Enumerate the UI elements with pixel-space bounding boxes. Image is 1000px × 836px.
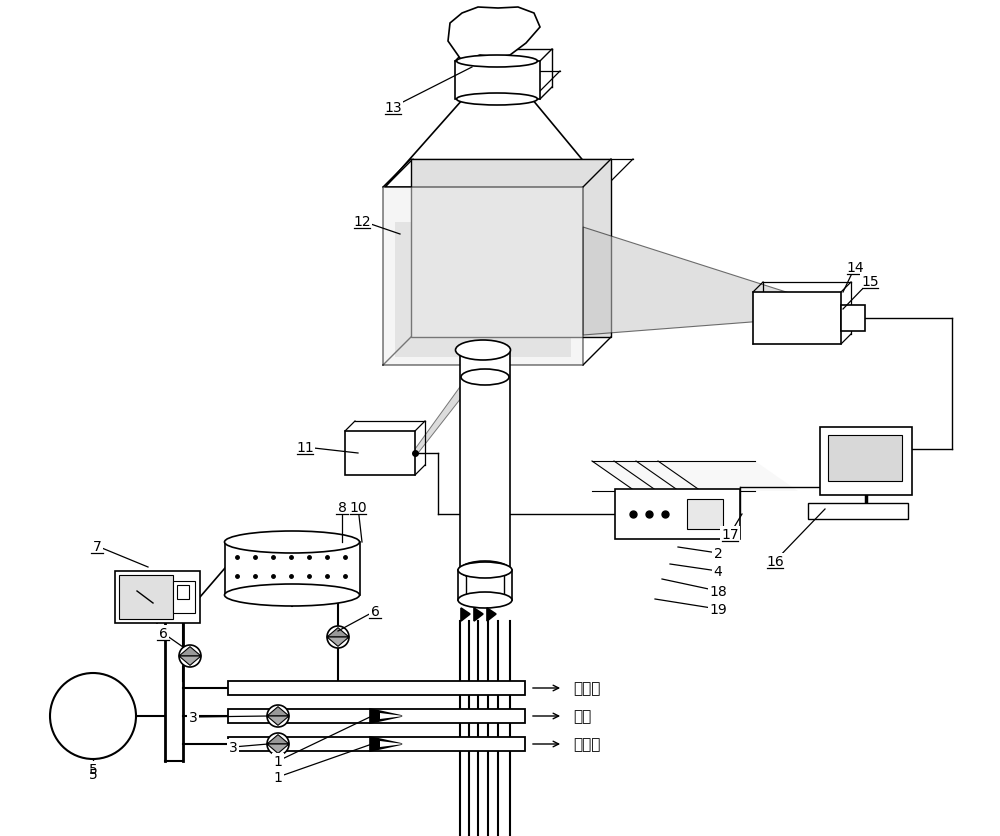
Polygon shape xyxy=(395,222,571,358)
Ellipse shape xyxy=(457,56,538,68)
Bar xyxy=(458,570,512,600)
Text: 1: 1 xyxy=(274,770,282,784)
Bar xyxy=(228,737,525,751)
Polygon shape xyxy=(267,735,289,744)
Text: 6: 6 xyxy=(371,604,379,619)
Text: 17: 17 xyxy=(721,528,739,542)
Circle shape xyxy=(327,626,349,648)
Bar xyxy=(345,431,415,476)
Bar xyxy=(828,436,902,482)
Bar xyxy=(119,575,173,619)
Text: 6: 6 xyxy=(159,626,167,640)
Polygon shape xyxy=(327,628,349,637)
Ellipse shape xyxy=(457,94,538,106)
Polygon shape xyxy=(487,609,496,621)
Polygon shape xyxy=(179,647,201,656)
Bar xyxy=(455,62,540,99)
Ellipse shape xyxy=(456,340,511,360)
Ellipse shape xyxy=(458,592,512,609)
Text: 15: 15 xyxy=(861,275,879,288)
Polygon shape xyxy=(461,609,470,621)
Text: 12: 12 xyxy=(353,215,371,229)
Bar xyxy=(115,571,200,624)
Text: 10: 10 xyxy=(349,501,367,514)
Bar xyxy=(615,489,740,539)
Text: 19: 19 xyxy=(709,602,727,616)
Ellipse shape xyxy=(460,561,510,579)
Text: 3: 3 xyxy=(189,710,197,724)
Bar xyxy=(225,543,360,595)
Text: 16: 16 xyxy=(766,554,784,568)
Ellipse shape xyxy=(460,342,510,359)
Text: 5: 5 xyxy=(89,762,97,776)
Polygon shape xyxy=(380,741,404,747)
Text: 一次风: 一次风 xyxy=(573,737,600,752)
Polygon shape xyxy=(583,227,855,335)
Text: 5: 5 xyxy=(89,767,97,781)
Text: 燃气: 燃气 xyxy=(573,709,591,724)
Text: 二次风: 二次风 xyxy=(573,681,600,696)
Text: 13: 13 xyxy=(384,101,402,115)
Bar xyxy=(411,160,611,338)
Bar xyxy=(466,570,504,600)
Circle shape xyxy=(50,673,136,759)
Ellipse shape xyxy=(461,370,509,385)
Bar xyxy=(753,293,841,344)
Polygon shape xyxy=(267,706,289,716)
Polygon shape xyxy=(415,355,483,457)
Polygon shape xyxy=(370,709,402,723)
Bar xyxy=(841,306,865,332)
Bar xyxy=(173,581,195,614)
Bar xyxy=(177,585,189,599)
Circle shape xyxy=(179,645,201,667)
Circle shape xyxy=(267,705,289,727)
Polygon shape xyxy=(327,637,349,646)
Ellipse shape xyxy=(458,563,512,579)
Polygon shape xyxy=(179,656,201,665)
Text: 11: 11 xyxy=(296,441,314,455)
Text: 8: 8 xyxy=(338,501,346,514)
Polygon shape xyxy=(474,609,483,621)
Ellipse shape xyxy=(225,584,360,606)
Bar xyxy=(808,503,908,519)
Polygon shape xyxy=(385,99,605,188)
Text: 7: 7 xyxy=(93,539,101,553)
Text: 14: 14 xyxy=(846,261,864,275)
Text: 1: 1 xyxy=(274,754,282,768)
Bar xyxy=(687,499,723,529)
Polygon shape xyxy=(370,737,402,751)
Text: 18: 18 xyxy=(709,584,727,599)
Polygon shape xyxy=(267,716,289,726)
Bar xyxy=(228,709,525,723)
Polygon shape xyxy=(592,461,798,492)
Ellipse shape xyxy=(466,594,504,606)
Ellipse shape xyxy=(225,532,360,553)
Polygon shape xyxy=(448,8,540,62)
Bar xyxy=(820,427,912,496)
Text: 2: 2 xyxy=(714,547,722,560)
Text: 3: 3 xyxy=(229,740,237,754)
Polygon shape xyxy=(380,713,404,719)
Polygon shape xyxy=(267,744,289,753)
Text: 4: 4 xyxy=(714,564,722,579)
Bar xyxy=(460,350,510,570)
Bar xyxy=(228,681,525,696)
Circle shape xyxy=(267,733,289,755)
Bar xyxy=(383,188,583,365)
